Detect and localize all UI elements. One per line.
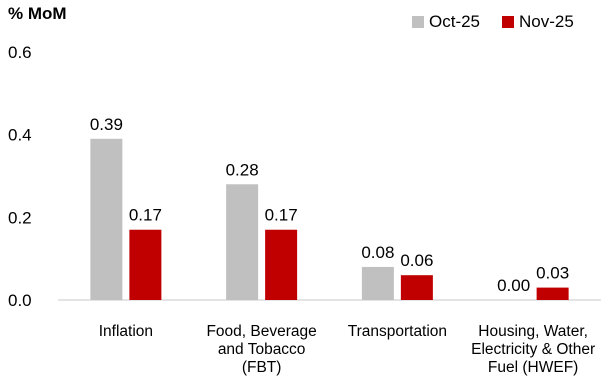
x-category-label: Inflation [99,323,153,340]
legend-label-nov: Nov-25 [519,12,574,31]
data-label: 0.03 [536,264,569,283]
bar-oct-25 [361,266,394,300]
x-category-label: and Tobacco [218,341,306,358]
legend-item-oct: Oct-25 [412,12,480,32]
data-label: 0.17 [129,206,162,225]
y-tick-label: 0.0 [8,291,32,310]
legend-swatch-nov [502,16,515,28]
x-category-label: Food, Beverage [206,323,316,340]
data-label: 0.00 [497,276,530,295]
bar-nov-25 [400,275,433,300]
legend-label-oct: Oct-25 [429,12,481,31]
x-category-label: Housing, Water, [478,323,588,340]
x-category-label: Fuel (HWEF) [488,359,578,376]
y-tick-label: 0.6 [8,43,32,62]
y-tick-label: 0.2 [8,208,32,227]
bar-nov-25 [536,287,569,300]
legend: Oct-25 Nov-25 [412,12,596,32]
data-label: 0.06 [400,251,433,270]
x-category-label: Transportation [348,323,447,340]
bar-oct-25 [90,138,123,300]
bar-nov-25 [265,229,298,300]
x-category-label: (FBT) [242,359,282,376]
x-category-label: Electricity & Other [471,341,595,358]
bar-nov-25 [129,229,162,300]
y-tick-label: 0.4 [8,126,32,145]
data-label: 0.17 [265,206,298,225]
data-label: 0.28 [226,160,259,179]
data-label: 0.08 [361,243,394,262]
y-axis-title: % MoM [8,4,67,23]
legend-swatch-oct [412,16,424,28]
data-label: 0.39 [90,115,123,134]
legend-item-nov: Nov-25 [502,12,574,32]
bar-oct-25 [226,184,259,300]
